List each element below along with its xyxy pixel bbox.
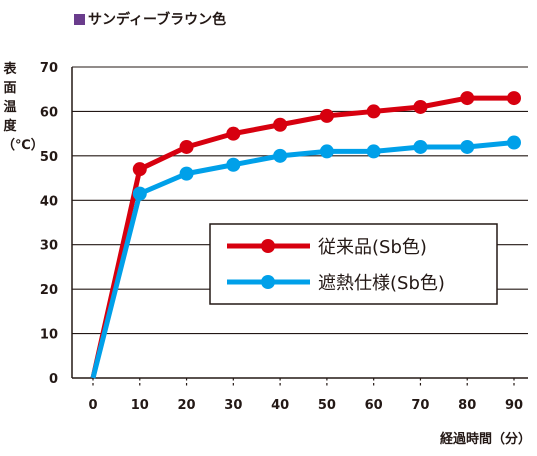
data-point-series-1: [460, 91, 475, 106]
y-tick-label: 10: [40, 328, 58, 343]
data-point-series-2: [413, 139, 428, 154]
color-swatch-icon: [74, 13, 85, 25]
data-point-series-1: [319, 108, 334, 123]
data-point-series-2: [273, 148, 288, 163]
x-tick-label: 20: [178, 398, 196, 413]
x-tick-label: 90: [505, 398, 523, 413]
legend-marker: [261, 275, 275, 289]
data-point-series-2: [507, 135, 521, 150]
series-line-1: [90, 95, 514, 379]
y-tick-label: 70: [40, 61, 58, 76]
chart-subtitle: サンディーブラウン色: [74, 9, 226, 29]
x-tick-label: 80: [458, 398, 476, 413]
x-tick-label: 40: [271, 398, 289, 413]
data-point-series-2: [366, 144, 381, 159]
data-point-series-2: [460, 139, 475, 154]
y-tick-label: 0: [49, 372, 58, 387]
data-point-series-1: [179, 139, 194, 154]
legend-box: [209, 223, 498, 305]
data-point-series-2: [319, 144, 334, 159]
y-tick-label: 50: [40, 150, 58, 165]
x-tick-label: 50: [318, 398, 336, 413]
y-tick-label: 60: [40, 105, 58, 120]
data-point-series-1: [273, 117, 288, 132]
legend-label: 遮熱仕様(Sb色): [318, 273, 445, 294]
y-tick-label: 40: [40, 194, 58, 209]
data-point-series-2: [132, 186, 147, 201]
data-point-series-2: [226, 157, 241, 172]
x-tick-label: 30: [224, 398, 242, 413]
x-tick-label: 60: [365, 398, 383, 413]
data-point-series-1: [132, 162, 147, 177]
data-point-series-1: [413, 99, 428, 114]
x-tick-label: 0: [88, 398, 97, 413]
x-axis-label: 経過時間（分）: [439, 432, 531, 447]
series-line-2: [90, 140, 515, 379]
legend: 従来品(Sb色) 遮熱仕様(Sb色): [209, 223, 498, 305]
data-point-series-1: [366, 104, 381, 119]
subtitle-text: サンディーブラウン色: [88, 12, 227, 28]
legend-marker: [261, 239, 275, 253]
data-point-series-2: [179, 166, 194, 181]
x-tick-label: 70: [411, 398, 429, 413]
legend-label: 従来品(Sb色): [318, 237, 427, 258]
y-tick-label: 30: [40, 239, 58, 254]
y-tick-label: 20: [40, 283, 58, 298]
data-point-series-1: [226, 126, 241, 141]
data-point-series-1: [507, 91, 521, 106]
x-tick-label: 10: [131, 398, 149, 413]
